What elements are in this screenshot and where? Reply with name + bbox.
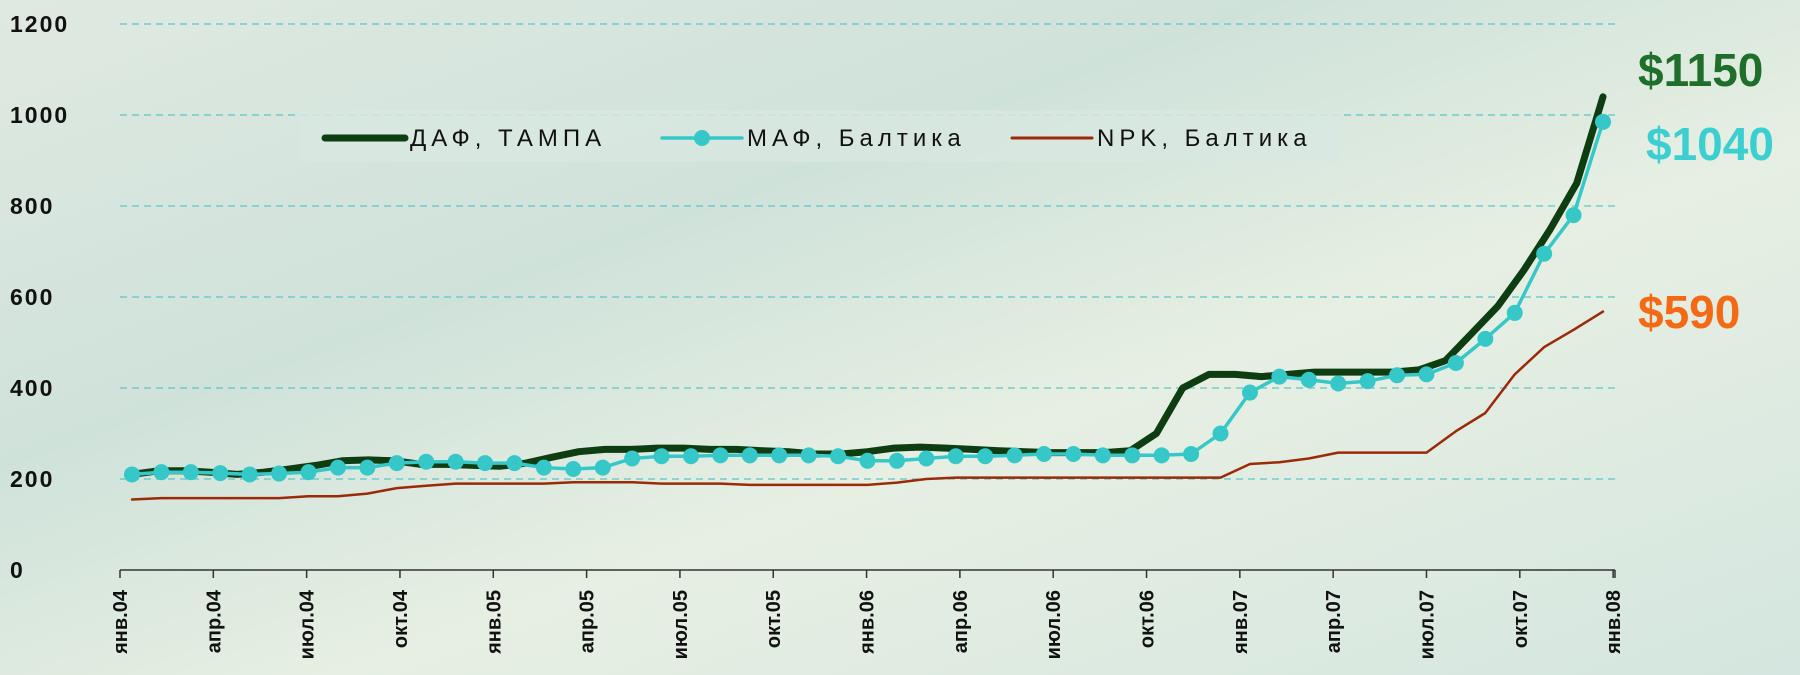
x-tick-label: окт.04 (390, 589, 412, 648)
x-tick-label: апр.07 (1323, 590, 1345, 653)
data-point (624, 450, 641, 467)
price-callouts: $1150 $1040 $590 (1638, 44, 1774, 338)
x-tick-label: окт.07 (1510, 590, 1532, 648)
data-point (1183, 445, 1200, 462)
data-point (1536, 245, 1553, 262)
legend-label: МАФ, Балтика (747, 125, 966, 152)
data-point (535, 459, 552, 476)
data-point (1036, 445, 1053, 462)
data-point (477, 455, 494, 472)
x-axis-tick-labels: янв.04 апр.04 июл.04 окт.04 янв.05 апр.05 июл.… (110, 589, 1625, 659)
x-tick-label: янв.05 (483, 590, 505, 655)
data-point (212, 465, 229, 482)
data-point (153, 464, 170, 481)
series-line-3 (130, 310, 1605, 501)
data-point (1271, 368, 1288, 385)
data-point (1300, 371, 1317, 388)
data-point (418, 453, 435, 470)
x-tick-label: июл.06 (1043, 590, 1065, 659)
y-tick-label: 800 (10, 193, 54, 219)
series-lines (124, 93, 1611, 501)
data-point (447, 453, 464, 470)
x-tick-label: июл.05 (670, 590, 692, 659)
data-point (741, 447, 758, 464)
data-point (1153, 447, 1170, 464)
gridlines (120, 23, 1615, 480)
data-point (918, 450, 935, 467)
x-tick-label: июл.04 (297, 589, 319, 659)
x-tick-label: окт.06 (1137, 590, 1159, 648)
y-tick-label: 200 (10, 466, 54, 492)
x-tick-label: янв.04 (110, 589, 132, 655)
legend-marker (694, 130, 710, 146)
price-callout: $1150 (1638, 44, 1763, 96)
data-point (1094, 447, 1111, 464)
data-point (830, 448, 847, 465)
y-tick-label: 600 (10, 284, 54, 310)
legend-background (300, 110, 1340, 162)
data-point (241, 466, 258, 483)
data-point (359, 459, 376, 476)
data-point (859, 452, 876, 469)
data-point (1565, 207, 1582, 224)
data-point (1418, 366, 1435, 383)
data-point (1065, 445, 1082, 462)
data-point (1124, 447, 1141, 464)
x-tick-label: апр.06 (950, 590, 972, 653)
x-tick-label: апр.04 (203, 589, 225, 653)
x-tick-label: апр.05 (577, 590, 599, 653)
price-callout: $590 (1638, 286, 1740, 338)
data-point (300, 464, 317, 481)
data-point (388, 455, 405, 472)
data-point (594, 459, 611, 476)
x-tick-label: окт.05 (763, 590, 785, 648)
data-point (506, 455, 523, 472)
data-point (947, 448, 964, 465)
legend-label: ДАФ, ТАМПА (410, 125, 606, 152)
y-tick-label: 400 (10, 375, 54, 401)
y-tick-label: 0 (10, 557, 25, 583)
data-point (565, 460, 582, 477)
data-point (888, 452, 905, 469)
data-point (1477, 330, 1494, 347)
data-point (1595, 113, 1611, 130)
data-point (1212, 425, 1229, 442)
y-axis-tick-labels: 0 200 400 600 800 1000 1200 (10, 11, 69, 583)
y-tick-label: 1200 (10, 11, 69, 37)
data-point (182, 464, 199, 481)
y-tick-label: 1000 (10, 102, 69, 128)
data-point (1389, 367, 1406, 384)
data-point (124, 466, 140, 483)
series-line-1 (128, 93, 1607, 478)
x-tick-label: янв.07 (1230, 590, 1252, 655)
data-point (771, 447, 788, 464)
x-tick-label: июл.07 (1416, 590, 1438, 659)
data-point (712, 447, 729, 464)
data-point (977, 448, 994, 465)
price-callout: $1040 (1646, 118, 1774, 170)
x-tick-label: янв.06 (857, 590, 879, 655)
data-point (653, 448, 670, 465)
data-point (682, 448, 699, 465)
x-tick-label: янв.08 (1603, 590, 1625, 655)
data-point (1006, 447, 1023, 464)
axes (119, 569, 1616, 578)
legend: ДАФ, ТАМПА МАФ, Балтика NPK, Балтика (300, 110, 1340, 162)
data-point (800, 447, 817, 464)
series-line-2 (130, 120, 1605, 477)
data-point (1359, 373, 1376, 390)
legend-label: NPK, Балтика (1097, 125, 1312, 152)
data-point (271, 465, 288, 482)
data-point (1241, 384, 1258, 401)
data-point (329, 459, 346, 476)
data-point (1447, 354, 1464, 371)
data-point (1506, 304, 1523, 321)
data-point (1330, 375, 1347, 392)
